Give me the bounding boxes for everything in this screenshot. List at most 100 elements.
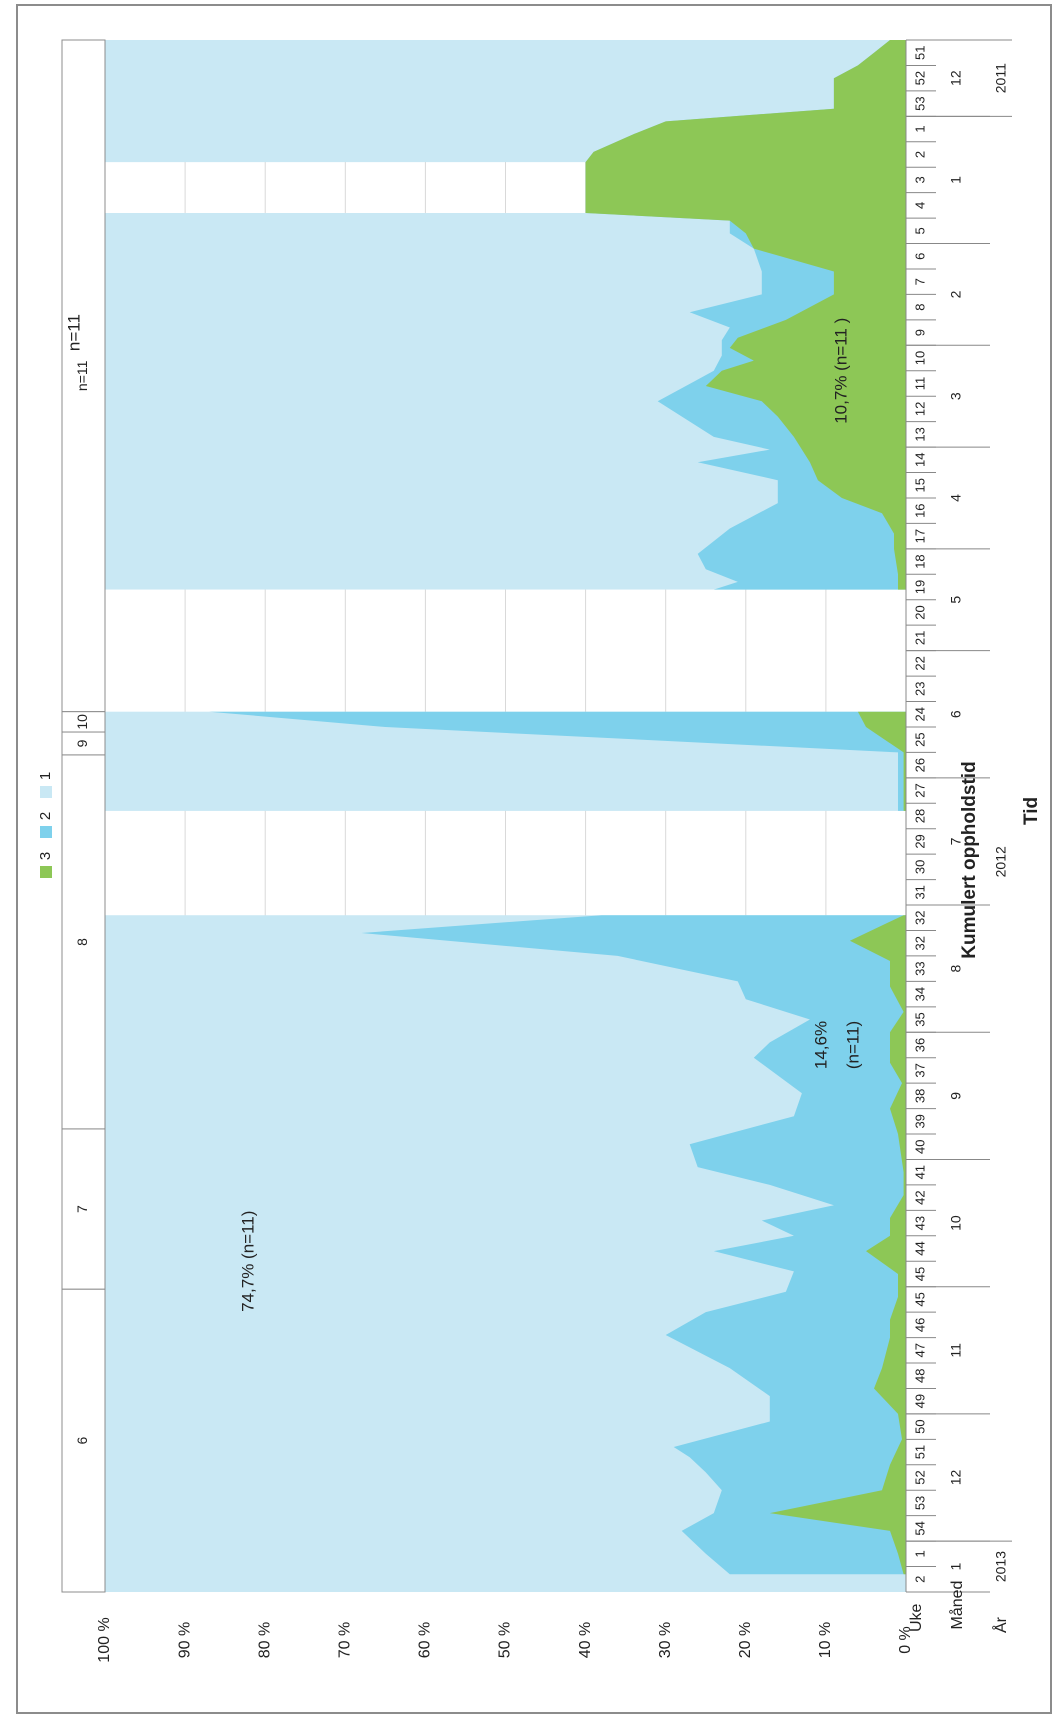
week-label: 51: [912, 45, 927, 59]
week-label: 22: [912, 656, 927, 670]
week-label: 52: [912, 71, 927, 85]
week-label: 32: [912, 911, 927, 925]
week-label: 19: [912, 580, 927, 594]
annotations: 74,7% (n=11) 14,6% (n=11) 10,7% (n=11 ) n=11: [64, 314, 862, 1312]
week-label: 52: [912, 1470, 927, 1484]
week-label: 10: [912, 351, 927, 365]
week-label: 40: [912, 1140, 927, 1154]
value-axis-title: Kumulert oppholdstid: [959, 761, 980, 958]
week-label: 39: [912, 1114, 927, 1128]
week-label: 48: [912, 1369, 927, 1383]
band-label: 9: [74, 739, 90, 747]
value-tick-label: 30 %: [657, 1622, 674, 1658]
week-label: 49: [912, 1394, 927, 1408]
week-label: 14: [912, 453, 927, 467]
value-tick-label: 80 %: [256, 1622, 273, 1658]
legend: 3 2 1: [37, 772, 54, 878]
value-tick-label: 10 %: [817, 1622, 834, 1658]
annotation: 74,7% (n=11): [239, 1211, 258, 1312]
month-label: 12: [948, 70, 964, 86]
week-label: 44: [912, 1241, 927, 1255]
area-series-3: [769, 915, 906, 1575]
week-label: 9: [912, 329, 927, 336]
month-label: 5: [948, 596, 964, 604]
week-label: 28: [912, 809, 927, 823]
week-label: 2: [912, 151, 927, 158]
month-row-title: Måned: [948, 1581, 966, 1630]
month-label: 4: [948, 494, 964, 502]
week-label: 45: [912, 1267, 927, 1281]
week-row: 5152531234567891011121314151617181920212…: [906, 39, 936, 1593]
annotation: n=11: [64, 314, 83, 351]
area-series-2: [209, 711, 907, 811]
week-label: 53: [912, 96, 927, 110]
week-label: 17: [912, 529, 927, 543]
week-label: 53: [912, 1496, 927, 1510]
areas: [105, 40, 907, 1592]
week-label: 29: [912, 834, 927, 848]
month-label: 11: [948, 1343, 964, 1358]
week-label: 26: [912, 758, 927, 772]
week-label: 21: [912, 631, 927, 645]
annotation: 14,6%: [811, 1021, 830, 1069]
value-tick-label: 40 %: [577, 1622, 594, 1658]
value-tick-label: 50 %: [497, 1622, 514, 1658]
week-label: 8: [912, 304, 927, 311]
legend-swatch-3: [40, 866, 52, 878]
month-label: 1: [948, 1562, 964, 1570]
week-label: 43: [912, 1216, 927, 1230]
week-label: 30: [912, 860, 927, 874]
band-cell: [61, 1288, 106, 1593]
band-cell: [61, 1128, 106, 1290]
month-label: 1: [948, 176, 964, 184]
band-label: n=11: [74, 360, 90, 391]
annotation: 10,7% (n=11 ): [831, 318, 850, 424]
week-label: 46: [912, 1318, 927, 1332]
week-label: 7: [912, 278, 927, 285]
legend-swatch-2: [40, 826, 52, 838]
week-label: 12: [912, 402, 927, 416]
week-label: 23: [912, 682, 927, 696]
legend-label-2: 2: [37, 812, 54, 820]
week-label: 37: [912, 1063, 927, 1077]
week-label: 36: [912, 1038, 927, 1052]
week-label: 1: [912, 1550, 927, 1557]
year-label: 2012: [993, 846, 1009, 877]
value-tick-label: 90 %: [176, 1622, 193, 1658]
week-label: 33: [912, 961, 927, 975]
month-label: 2: [948, 290, 964, 298]
month-label: 8: [948, 965, 964, 973]
value-tick-label: 70 %: [337, 1622, 354, 1658]
band-cell: [61, 754, 106, 1130]
year-row: 2011 2012 2013: [906, 39, 1012, 1582]
band-label: 8: [74, 938, 90, 946]
week-label: 16: [912, 503, 927, 517]
week-label: 38: [912, 1089, 927, 1103]
value-tick-label: 60 %: [417, 1622, 434, 1658]
week-label: 5: [912, 227, 927, 234]
value-axis-ticks: 0 % 10 % 20 % 30 % 40 % 50 % 60 % 70 % 80 % 90 % 1…: [96, 1617, 914, 1662]
value-tick-label: 20 %: [737, 1622, 754, 1658]
time-axis-title: Tid: [1021, 797, 1042, 825]
area-series-2: [361, 915, 906, 1575]
week-label: 32: [912, 936, 927, 950]
week-label: 27: [912, 783, 927, 797]
year-label: 2011: [993, 63, 1009, 93]
week-label: 15: [912, 478, 927, 492]
week-label: 47: [912, 1343, 927, 1357]
week-row-title: Uke: [908, 1603, 925, 1632]
week-label: 2: [912, 1576, 927, 1583]
week-label: 54: [912, 1521, 927, 1535]
week-label: 41: [912, 1165, 927, 1179]
year-label: 2013: [993, 1551, 1009, 1582]
week-label: 13: [912, 427, 927, 441]
month-label: 7: [948, 837, 964, 845]
month-label: 6: [948, 710, 964, 718]
area-series-3: [857, 711, 906, 811]
week-label: 1: [912, 125, 927, 132]
week-label: 25: [912, 732, 927, 746]
week-label: 4: [912, 202, 927, 209]
week-label: 45: [912, 1292, 927, 1306]
value-tick-label: 100 %: [96, 1617, 113, 1662]
